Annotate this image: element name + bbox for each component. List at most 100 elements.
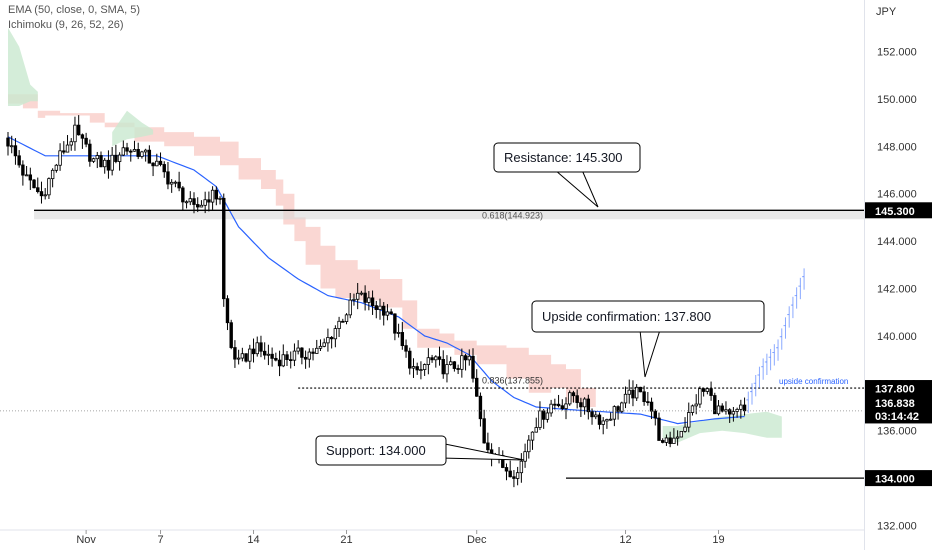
candle-body (114, 154, 118, 162)
y-tick-label: 142.000 (877, 284, 917, 296)
candle-body (169, 181, 174, 185)
candle-body (434, 356, 438, 361)
candle-body (579, 402, 583, 408)
x-tick-label: Nov (76, 534, 96, 546)
candle-body (99, 155, 103, 168)
fib-label-0618: 0.618(144.923) (482, 210, 543, 220)
y-tick-label: 132.000 (877, 521, 917, 533)
candle-body (214, 189, 219, 200)
candle-body (530, 431, 535, 441)
support-callout[interactable]: Support: 134.000 (315, 435, 525, 466)
candle-body (720, 405, 724, 412)
candle-body (437, 356, 442, 360)
candle-body (727, 409, 732, 415)
resistance-callout-text: Resistance: 145.300 (504, 150, 623, 165)
candle-body (355, 292, 360, 300)
candle-body (739, 404, 743, 410)
candle-body (460, 355, 464, 370)
candle-body (88, 143, 92, 162)
support-callout-text: Support: 134.000 (326, 443, 426, 458)
candle-body (389, 311, 393, 315)
candle-body (445, 364, 449, 375)
resistance-callout[interactable]: Resistance: 145.300 (493, 142, 641, 208)
y-tick-label: 150.000 (877, 94, 917, 106)
x-tick-label: 7 (157, 534, 163, 546)
candle-body (556, 403, 561, 407)
candle-body (352, 298, 356, 301)
candle-body (47, 178, 51, 196)
candle-body (62, 150, 66, 153)
confirmation-callout[interactable]: Upside confirmation: 137.800 (531, 300, 765, 378)
candle-body (222, 197, 226, 300)
current-price-tag-bg (865, 394, 932, 424)
candle-body (363, 292, 367, 303)
candle-body (76, 124, 81, 136)
ichimoku-legend[interactable]: Ichimoku (9, 26, 52, 26) (8, 19, 124, 31)
candle-body (638, 386, 643, 393)
price-axis-panel (864, 0, 932, 550)
y-tick-label: 136.000 (877, 426, 917, 438)
callouts[interactable]: Resistance: 145.300 Upside confirmation: … (315, 142, 765, 466)
candle-body (333, 328, 338, 340)
candle-body (419, 369, 423, 371)
candle-body (262, 350, 267, 356)
candle-body (341, 320, 345, 323)
candle-body (125, 147, 129, 152)
candle-body (608, 418, 613, 421)
candle-body (463, 355, 468, 361)
projection-bars (746, 268, 805, 413)
candle-body (337, 320, 341, 329)
candle-body (400, 332, 405, 347)
candle-body (39, 191, 44, 197)
candle-body (616, 406, 620, 412)
candle-body (594, 414, 598, 418)
candle-body (612, 406, 617, 420)
candle-body (367, 297, 371, 303)
candle-body (173, 181, 178, 184)
candle-body (248, 348, 252, 362)
y-tick-label: 148.000 (877, 141, 917, 153)
candle-body (143, 149, 148, 153)
support-price-tag: 134.000 (865, 470, 932, 487)
candle-body (690, 405, 695, 413)
candle-body (687, 412, 691, 428)
ichimoku-cloud-bullish (662, 411, 782, 443)
candle-body (538, 410, 542, 428)
candle-body (694, 403, 698, 407)
candle-body (560, 405, 564, 410)
candle-body (646, 401, 650, 404)
candle-body (482, 418, 486, 444)
candle-body (303, 356, 308, 360)
candle-body (683, 426, 687, 432)
candle-body (653, 410, 657, 419)
candle-body (586, 398, 591, 413)
confirmation-callout-box (531, 300, 765, 333)
candle-body (259, 342, 263, 352)
x-tick-label: 14 (247, 534, 259, 546)
candle-body (95, 155, 99, 160)
fib-label-0836: 0.836(137.855) (482, 376, 543, 386)
candle-body (210, 189, 215, 203)
candle-body (534, 427, 538, 433)
candlestick-series[interactable] (6, 115, 747, 488)
candle-body (240, 353, 245, 359)
candle-body (43, 194, 47, 197)
candle-body (504, 467, 509, 472)
candle-body (311, 351, 315, 354)
candle-body (508, 470, 512, 478)
candle-body (668, 437, 672, 444)
candle-body (705, 388, 710, 392)
candle-body (296, 347, 300, 352)
ema-legend[interactable]: EMA (50, close, 0, SMA, 5) (8, 4, 141, 16)
candle-body (177, 181, 181, 189)
candle-body (274, 357, 278, 361)
candle-body (359, 292, 364, 295)
candle-body (158, 160, 163, 165)
candle-body (218, 197, 222, 200)
candle-body (374, 305, 378, 310)
confirmation-callout-text: Upside confirmation: 137.800 (542, 309, 711, 324)
candle-body (571, 392, 576, 397)
